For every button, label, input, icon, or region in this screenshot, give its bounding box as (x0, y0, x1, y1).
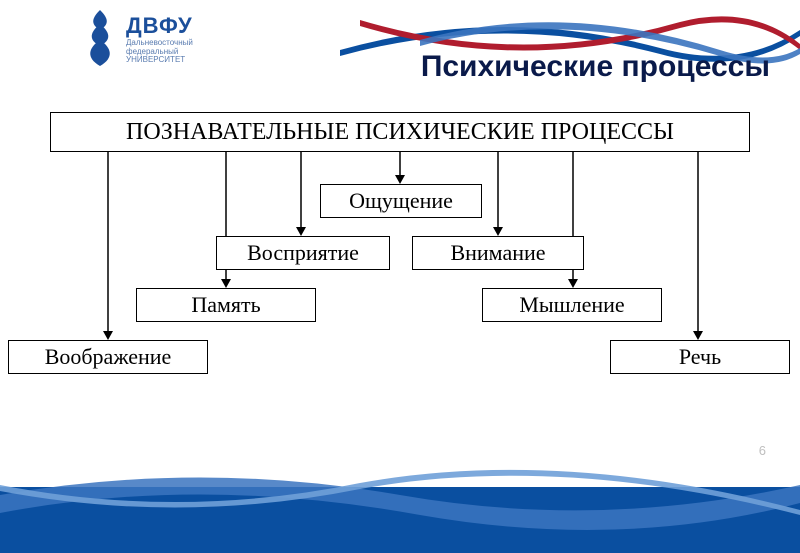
page-number: 6 (759, 443, 766, 458)
node-root: ПОЗНАВАТЕЛЬНЫЕ ПСИХИЧЕСКИЕ ПРОЦЕССЫ (50, 112, 750, 152)
node-n4: Память (136, 288, 316, 322)
footer (0, 465, 800, 553)
node-n1: Ощущение (320, 184, 482, 218)
node-n2: Восприятие (216, 236, 390, 270)
node-n6: Воображение (8, 340, 208, 374)
node-n3: Внимание (412, 236, 584, 270)
slide-title: Психические процессы (421, 50, 770, 84)
diagram: ПОЗНАВАТЕЛЬНЫЕ ПСИХИЧЕСКИЕ ПРОЦЕССЫ Ощуще… (8, 112, 790, 402)
node-n5: Мышление (482, 288, 662, 322)
node-n7: Речь (610, 340, 790, 374)
